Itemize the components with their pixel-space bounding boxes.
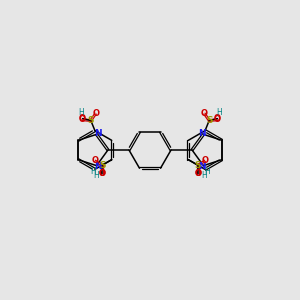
Text: O: O	[92, 109, 99, 118]
Text: N: N	[199, 129, 206, 138]
Text: O: O	[99, 169, 106, 178]
Text: N: N	[94, 129, 101, 138]
Text: S: S	[194, 160, 201, 169]
Text: S: S	[206, 116, 212, 125]
Text: O: O	[214, 114, 221, 123]
Text: O: O	[99, 169, 106, 178]
Text: O: O	[214, 115, 221, 124]
Text: H: H	[204, 167, 210, 176]
Text: H: H	[90, 167, 96, 176]
Text: H: H	[93, 171, 99, 180]
Text: O: O	[201, 109, 208, 118]
Text: O: O	[202, 156, 208, 165]
Text: O: O	[79, 114, 86, 123]
Text: S: S	[99, 160, 106, 169]
Text: S: S	[88, 116, 94, 125]
Text: H: H	[216, 108, 222, 117]
Text: H: H	[78, 108, 84, 117]
Text: O: O	[92, 156, 98, 165]
Text: H: H	[201, 171, 207, 180]
Text: O: O	[194, 169, 201, 178]
Text: N: N	[94, 162, 101, 171]
Text: O: O	[194, 169, 201, 178]
Text: O: O	[79, 115, 86, 124]
Text: N: N	[199, 162, 206, 171]
